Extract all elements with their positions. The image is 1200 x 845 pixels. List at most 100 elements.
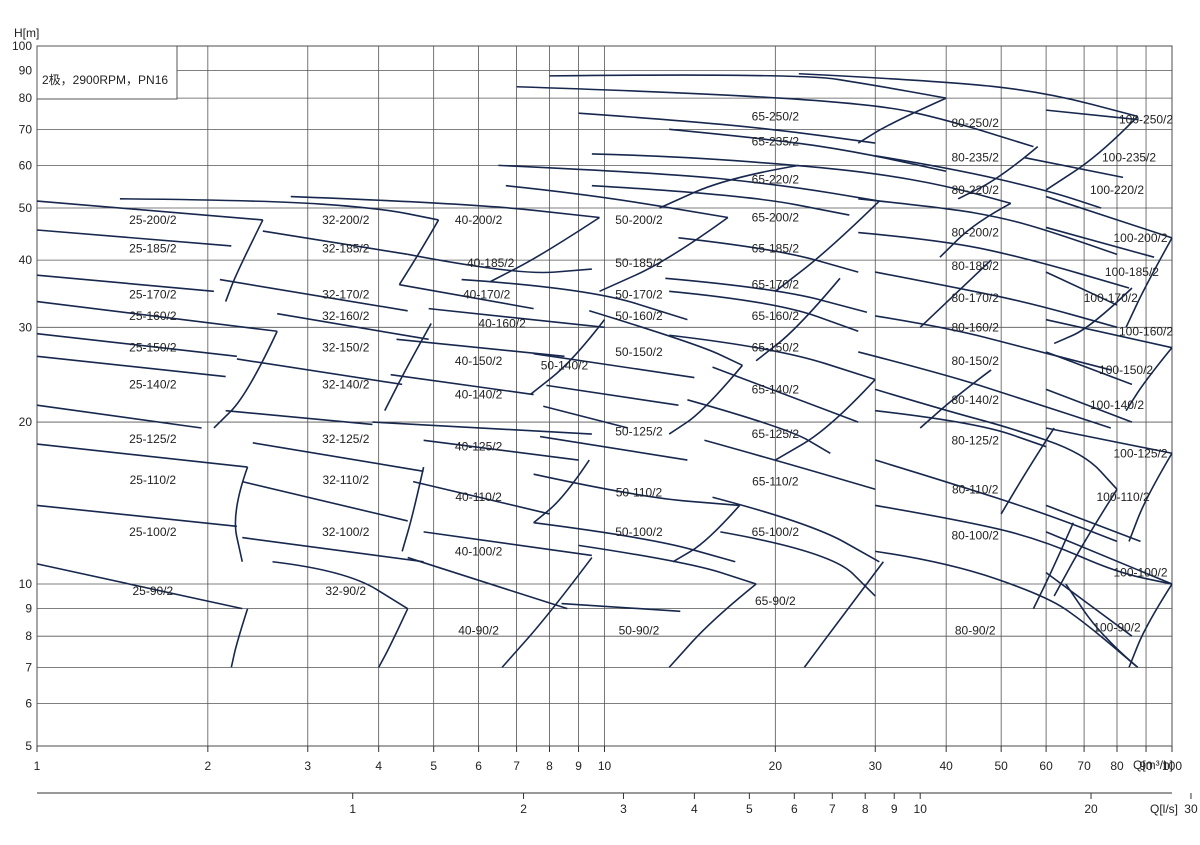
series-label: 80-125/2 bbox=[952, 433, 1000, 447]
y-tick-label: 6 bbox=[25, 696, 32, 710]
series-label: 100-125/2 bbox=[1113, 446, 1167, 460]
impeller-curve bbox=[498, 164, 880, 202]
x-tick-label: 4 bbox=[375, 759, 382, 773]
series-label: 50-185/2 bbox=[615, 256, 663, 270]
impeller-curve bbox=[875, 550, 1139, 668]
y-tick-label: 80 bbox=[19, 91, 33, 105]
impeller-curve bbox=[1045, 351, 1133, 386]
x-tick-label: 5 bbox=[430, 759, 437, 773]
impeller-curve bbox=[242, 480, 408, 522]
x2-tick-label: 1 bbox=[349, 802, 356, 816]
x-tick-label: 70 bbox=[1077, 759, 1091, 773]
impeller-curve bbox=[423, 531, 592, 557]
impeller-curve bbox=[591, 184, 850, 216]
chart-note: 2极，2900RPM，PN16 bbox=[42, 73, 168, 87]
region-boundary bbox=[755, 277, 841, 362]
x2-tick-label: 8 bbox=[862, 802, 869, 816]
series-label: 80-220/2 bbox=[952, 183, 1000, 197]
region-boundary bbox=[1128, 583, 1173, 668]
impeller-curve bbox=[36, 504, 237, 528]
y-tick-label: 20 bbox=[19, 415, 33, 429]
impeller-curve bbox=[549, 74, 947, 99]
y-tick-label: 30 bbox=[19, 320, 33, 334]
impeller-curve bbox=[1045, 318, 1173, 349]
region-boundary bbox=[1053, 287, 1133, 345]
x-tick-label: 60 bbox=[1039, 759, 1053, 773]
series-label: 100-185/2 bbox=[1105, 265, 1159, 279]
series-label: 32-125/2 bbox=[322, 432, 370, 446]
series-label: 50-140/2 bbox=[541, 358, 589, 372]
series-label: 65-220/2 bbox=[752, 172, 800, 186]
impeller-curve bbox=[875, 315, 1111, 371]
series-label: 100-160/2 bbox=[1119, 324, 1173, 338]
region-boundary bbox=[672, 504, 741, 563]
series-label: 65-110/2 bbox=[752, 475, 799, 489]
series-label: 32-140/2 bbox=[322, 377, 370, 391]
impeller-curve bbox=[242, 536, 424, 563]
x-axis-label: Q[m³/h] bbox=[1133, 758, 1173, 772]
y-tick-label: 8 bbox=[25, 629, 32, 643]
impeller-curve bbox=[591, 153, 1012, 205]
series-label: 32-185/2 bbox=[322, 242, 370, 256]
region-boundary bbox=[401, 466, 425, 552]
x-tick-label: 90 bbox=[1139, 759, 1153, 773]
x2-axis-label: Q[l/s] bbox=[1150, 802, 1178, 816]
region-boundary bbox=[1065, 583, 1139, 668]
series-label: 65-185/2 bbox=[752, 242, 800, 256]
region-boundary bbox=[490, 216, 600, 283]
impeller-curve bbox=[1045, 226, 1155, 258]
impeller-curve bbox=[390, 373, 534, 396]
impeller-curve bbox=[720, 531, 876, 597]
impeller-curve bbox=[505, 184, 729, 219]
series-label: 40-150/2 bbox=[455, 354, 503, 368]
series-label: 100-110/2 bbox=[1097, 490, 1150, 504]
series-label: 80-90/2 bbox=[955, 623, 996, 637]
y-tick-label: 50 bbox=[19, 201, 33, 215]
series-label: 80-160/2 bbox=[952, 320, 1000, 334]
region-boundary bbox=[398, 219, 440, 286]
impeller-curve bbox=[412, 480, 550, 515]
region-boundary bbox=[957, 146, 1039, 200]
series-label: 25-100/2 bbox=[129, 525, 177, 539]
region-boundary bbox=[1045, 115, 1139, 191]
series-label: 50-100/2 bbox=[615, 525, 663, 539]
series-label: 40-140/2 bbox=[455, 388, 503, 402]
series-label: 50-170/2 bbox=[615, 288, 663, 302]
region-boundary bbox=[384, 323, 432, 412]
impeller-curve bbox=[858, 231, 1130, 289]
impeller-curve bbox=[687, 399, 831, 454]
x-tick-label: 20 bbox=[769, 759, 783, 773]
impeller-curve bbox=[290, 195, 600, 219]
series-label: 100-250/2 bbox=[1119, 113, 1173, 127]
series-label: 40-185/2 bbox=[467, 256, 515, 270]
series-label: 80-140/2 bbox=[952, 393, 1000, 407]
x2-tick-label: 2 bbox=[520, 802, 527, 816]
region-boundary bbox=[659, 164, 799, 209]
impeller-curve bbox=[407, 556, 568, 610]
impeller-curve bbox=[858, 198, 1118, 256]
impeller-curve bbox=[798, 72, 1138, 118]
region-boundary bbox=[1128, 452, 1173, 542]
x-tick-label: 1 bbox=[34, 759, 41, 773]
region-boundary bbox=[230, 608, 249, 668]
series-label: 32-110/2 bbox=[323, 473, 370, 487]
impeller-curve bbox=[858, 351, 1112, 429]
series-label: 50-150/2 bbox=[615, 345, 663, 359]
impeller-curve bbox=[119, 198, 439, 221]
impeller-curve bbox=[1045, 427, 1173, 455]
region-boundary bbox=[919, 369, 992, 429]
series-label: 25-150/2 bbox=[129, 341, 177, 355]
y-axis-label: H[m] bbox=[14, 26, 39, 40]
series-labels: 25-200/2 25-185/2 25-170/2 25-160/2 25-150/2… bbox=[129, 109, 1173, 637]
series-label: 32-200/2 bbox=[322, 213, 370, 227]
x-tick-label: 6 bbox=[475, 759, 482, 773]
curves bbox=[36, 72, 1173, 668]
impeller-curve bbox=[36, 300, 278, 333]
impeller-curve bbox=[546, 384, 679, 406]
y-tick-label: 40 bbox=[19, 253, 33, 267]
series-label: 65-250/2 bbox=[752, 109, 800, 123]
series-label: 65-140/2 bbox=[752, 382, 800, 396]
region-boundary bbox=[1032, 522, 1075, 610]
series-label: 40-170/2 bbox=[463, 288, 511, 302]
